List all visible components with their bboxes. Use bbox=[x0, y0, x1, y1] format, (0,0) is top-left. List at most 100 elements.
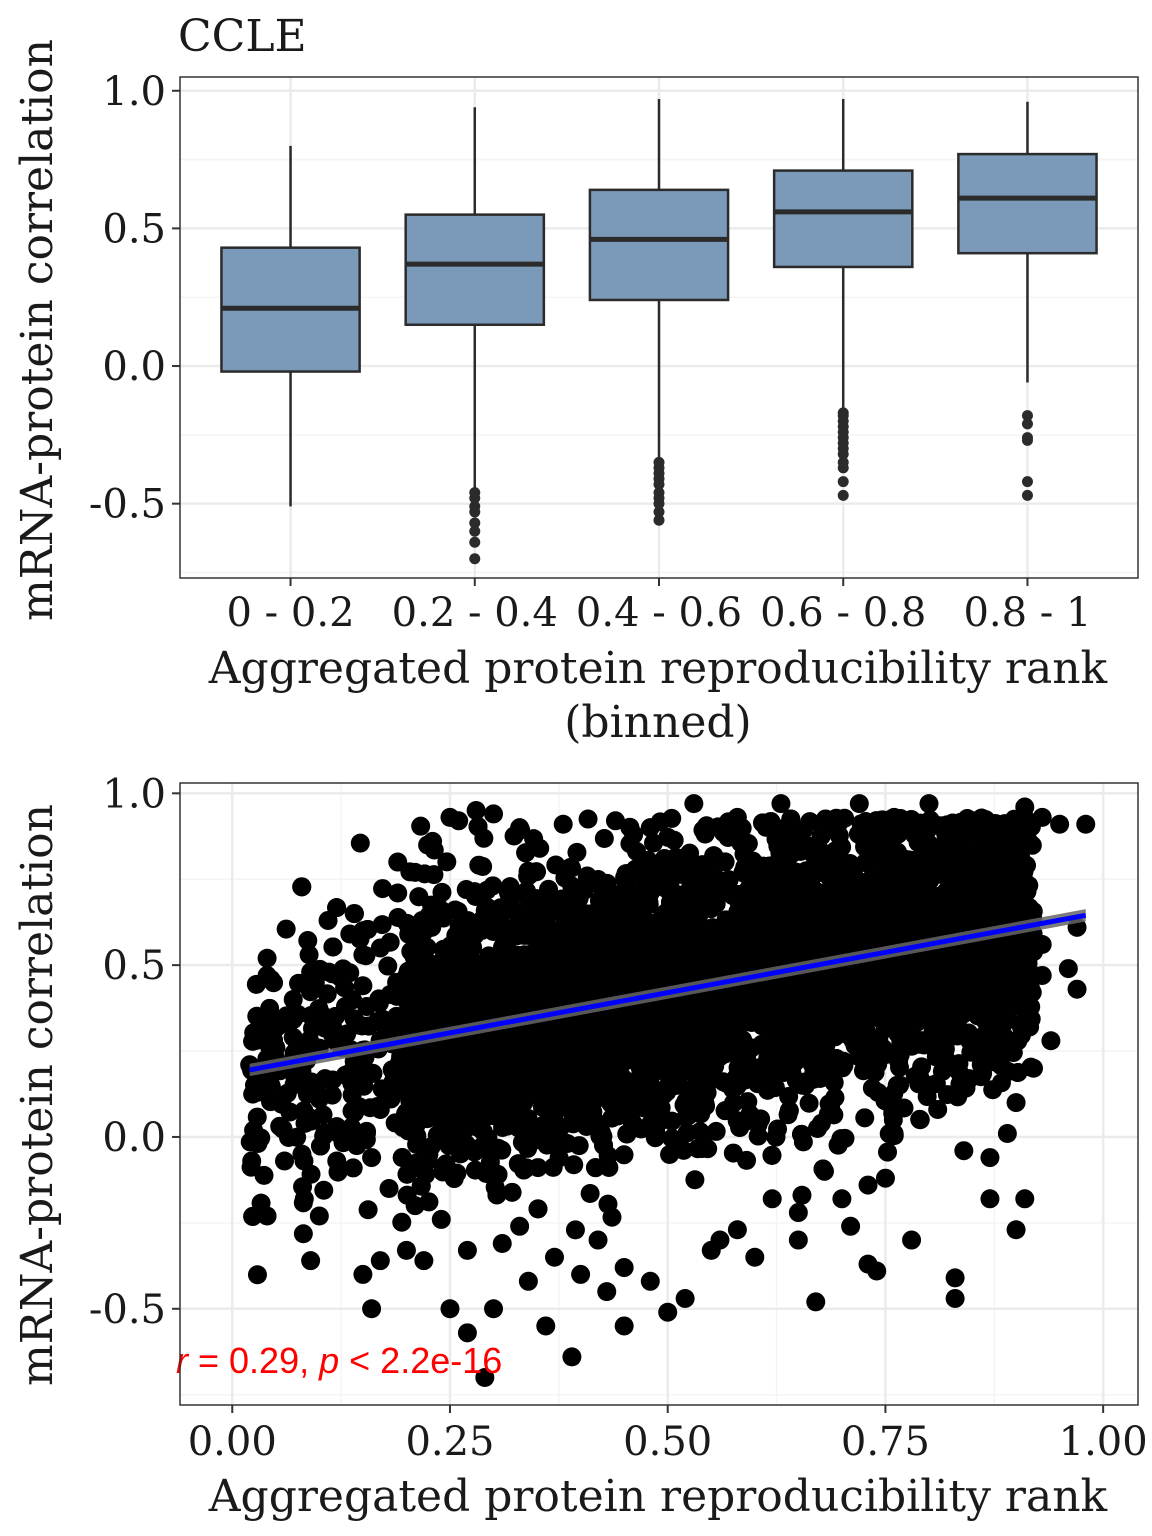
scatter-point bbox=[537, 916, 557, 936]
scatter-point bbox=[928, 910, 948, 930]
scatter-point bbox=[313, 1105, 333, 1125]
scatter-point bbox=[450, 1092, 470, 1112]
scatter-point bbox=[875, 1091, 895, 1111]
scatter-point bbox=[242, 1151, 262, 1171]
scatter-point bbox=[588, 870, 608, 890]
scatter-point bbox=[894, 1098, 914, 1118]
scatter-point bbox=[317, 984, 337, 1004]
box-outlier bbox=[1021, 434, 1033, 446]
box-4 bbox=[772, 99, 914, 501]
scatter-point bbox=[695, 824, 715, 844]
scatter-point bbox=[626, 859, 646, 879]
scatter-point bbox=[766, 1127, 786, 1147]
x-tick-label: 0.6 - 0.8 bbox=[760, 590, 926, 636]
scatter-point bbox=[397, 1164, 417, 1184]
scatter-point bbox=[465, 882, 485, 902]
scatter-point bbox=[733, 862, 753, 882]
scatter-point bbox=[723, 1143, 743, 1163]
scatter-point bbox=[357, 1121, 377, 1141]
scatter-point bbox=[340, 963, 360, 983]
scatter-point bbox=[293, 1193, 313, 1213]
scatter-point bbox=[299, 945, 319, 965]
x-axis-title-line: (binned) bbox=[564, 697, 751, 748]
scatter-point bbox=[578, 809, 598, 829]
scatter-point bbox=[260, 1092, 280, 1112]
scatter-point bbox=[508, 1154, 528, 1174]
scatter-point bbox=[468, 817, 488, 837]
scatter-point bbox=[276, 919, 296, 939]
box-iqr bbox=[957, 152, 1098, 255]
scatter-point bbox=[372, 915, 392, 935]
scatter-point bbox=[525, 927, 545, 947]
scatter-point bbox=[700, 891, 720, 911]
scatter-point bbox=[358, 1200, 378, 1220]
scatter-point bbox=[397, 1062, 417, 1082]
scatter-point bbox=[345, 1101, 365, 1121]
scatter-point bbox=[564, 1155, 584, 1175]
scatter-point bbox=[502, 1182, 522, 1202]
scatter-point bbox=[728, 1058, 748, 1078]
scatter-point bbox=[919, 859, 939, 879]
scatter-point bbox=[880, 1003, 900, 1023]
scatter-point bbox=[543, 1157, 563, 1177]
scatter-point bbox=[411, 816, 431, 836]
box-outlier bbox=[653, 514, 665, 526]
scatter-point bbox=[970, 909, 990, 929]
scatter-point bbox=[921, 1075, 941, 1095]
scatter-point bbox=[949, 1054, 969, 1074]
scatter-point bbox=[659, 902, 679, 922]
scatter-point bbox=[772, 1051, 792, 1071]
scatter-point bbox=[465, 1160, 485, 1180]
box-outlier bbox=[469, 506, 481, 518]
scatter-point bbox=[648, 1085, 668, 1105]
boxplot-x-axis-title: Aggregated protein reproducibility rank(… bbox=[208, 643, 1108, 748]
scatter-point bbox=[311, 1136, 331, 1156]
scatter-point bbox=[594, 829, 614, 849]
scatter-point bbox=[667, 857, 687, 877]
scatter-point bbox=[695, 1096, 715, 1116]
scatter-point bbox=[983, 942, 1003, 962]
scatter-point bbox=[681, 1054, 701, 1074]
scatter-point bbox=[293, 1224, 313, 1244]
box-outlier bbox=[469, 517, 481, 529]
scatter-point bbox=[890, 1045, 910, 1065]
box-outlier bbox=[469, 536, 481, 548]
box-outlier bbox=[1021, 418, 1033, 430]
box-3 bbox=[588, 99, 730, 526]
scatter-point bbox=[698, 1021, 718, 1041]
scatter-point bbox=[655, 1054, 675, 1074]
scatter-point bbox=[392, 1147, 412, 1167]
scatter-point bbox=[1002, 847, 1022, 867]
box-outlier bbox=[837, 448, 849, 460]
scatter-point bbox=[889, 1075, 909, 1095]
scatter-point bbox=[530, 1127, 550, 1147]
scatter-point bbox=[476, 1003, 496, 1023]
scatter-point bbox=[309, 999, 329, 1019]
scatter-point bbox=[350, 833, 370, 853]
scatter-point bbox=[598, 1194, 618, 1214]
scatter-point bbox=[914, 1035, 934, 1055]
scatter-point bbox=[545, 1121, 565, 1141]
scatter-point bbox=[775, 860, 795, 880]
scatter-point bbox=[828, 1135, 848, 1155]
x-tick-label: 0.8 - 1 bbox=[963, 590, 1091, 636]
scatter-point bbox=[815, 863, 835, 883]
boxplot-x-axis: 0 - 0.2 0.2 - 0.4 0.4 - 0.6 0.6 - 0.8 0.8 - … bbox=[227, 578, 1091, 636]
scatter-point bbox=[821, 917, 841, 937]
scatter-point bbox=[499, 883, 519, 903]
scatter-point bbox=[419, 1144, 439, 1164]
scatter-point bbox=[247, 1265, 267, 1285]
scatter-point bbox=[658, 827, 678, 847]
scatter-point bbox=[428, 1107, 448, 1127]
scatter-point bbox=[643, 833, 663, 853]
scatter-point bbox=[638, 1060, 658, 1080]
scatter-point bbox=[926, 1047, 946, 1067]
scatter-point bbox=[1020, 1017, 1040, 1037]
scatter-point bbox=[369, 989, 389, 1009]
scatter-point bbox=[620, 817, 640, 837]
scatter-point bbox=[862, 1078, 882, 1098]
scatter-point bbox=[900, 1023, 920, 1043]
scatter-point bbox=[650, 1108, 670, 1128]
box-iqr bbox=[772, 169, 914, 269]
